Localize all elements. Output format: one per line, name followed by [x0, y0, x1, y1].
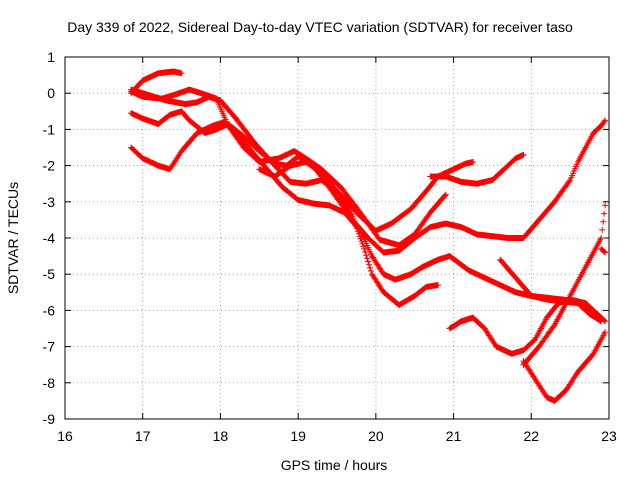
axis-ticks: 16 17 18 19 20 21 22 23 1 0 -1 -2 -3 -4 -5 -6 -7 -8 -9 — [43, 49, 617, 444]
y-tick-label: -2 — [43, 158, 56, 174]
y-tick-label: -7 — [43, 339, 56, 355]
series-markers — [520, 117, 609, 241]
y-tick-label: -4 — [43, 230, 56, 246]
series-track-12 — [427, 151, 527, 187]
x-tick-label: 19 — [290, 428, 306, 444]
series-markers — [427, 151, 527, 187]
series-markers — [520, 202, 609, 368]
y-tick-label: -8 — [43, 375, 56, 391]
x-tick-label: 17 — [135, 428, 151, 444]
series-markers — [256, 159, 441, 308]
x-tick-label: 22 — [523, 428, 539, 444]
series-markers — [598, 245, 609, 256]
series-track-10 — [520, 117, 609, 241]
y-tick-label: -5 — [43, 266, 56, 282]
y-axis-label: SDTVAR / TECUs — [5, 182, 21, 294]
series-track-6 — [256, 159, 441, 308]
plot-frame — [64, 56, 610, 420]
x-tick-label: 20 — [368, 428, 384, 444]
y-tick-label: -9 — [43, 411, 56, 427]
series-layer — [128, 68, 609, 404]
y-tick-label: 0 — [47, 85, 55, 101]
x-tick-label: 18 — [213, 428, 229, 444]
x-axis-label: GPS time / hours — [281, 457, 388, 473]
y-tick-label: -6 — [43, 302, 56, 318]
chart-title: Day 339 of 2022, Sidereal Day-to-day VTE… — [67, 19, 573, 35]
x-tick-label: 23 — [601, 428, 617, 444]
y-tick-label: -1 — [43, 121, 56, 137]
y-tick-label: -3 — [43, 194, 56, 210]
y-tick-label: 1 — [47, 49, 55, 65]
x-tick-label: 16 — [57, 428, 73, 444]
x-tick-label: 21 — [446, 428, 462, 444]
series-track-11 — [520, 202, 609, 368]
series-track-13 — [598, 245, 609, 256]
